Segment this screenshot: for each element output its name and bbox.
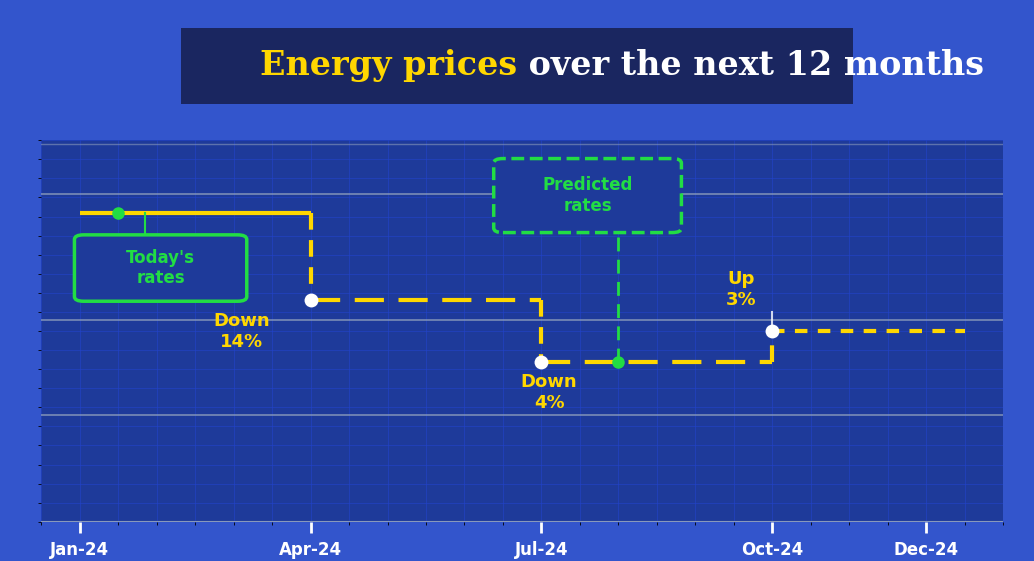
FancyBboxPatch shape <box>493 159 681 233</box>
Text: over the next 12 months: over the next 12 months <box>517 49 984 82</box>
Text: Energy prices: Energy prices <box>260 49 517 82</box>
Text: Down
14%: Down 14% <box>213 312 270 351</box>
Text: Down
4%: Down 4% <box>521 373 577 412</box>
Text: Predicted
rates: Predicted rates <box>543 176 633 215</box>
FancyBboxPatch shape <box>74 235 247 301</box>
Text: Up
3%: Up 3% <box>726 270 757 309</box>
Text: Today's
rates: Today's rates <box>126 249 195 287</box>
